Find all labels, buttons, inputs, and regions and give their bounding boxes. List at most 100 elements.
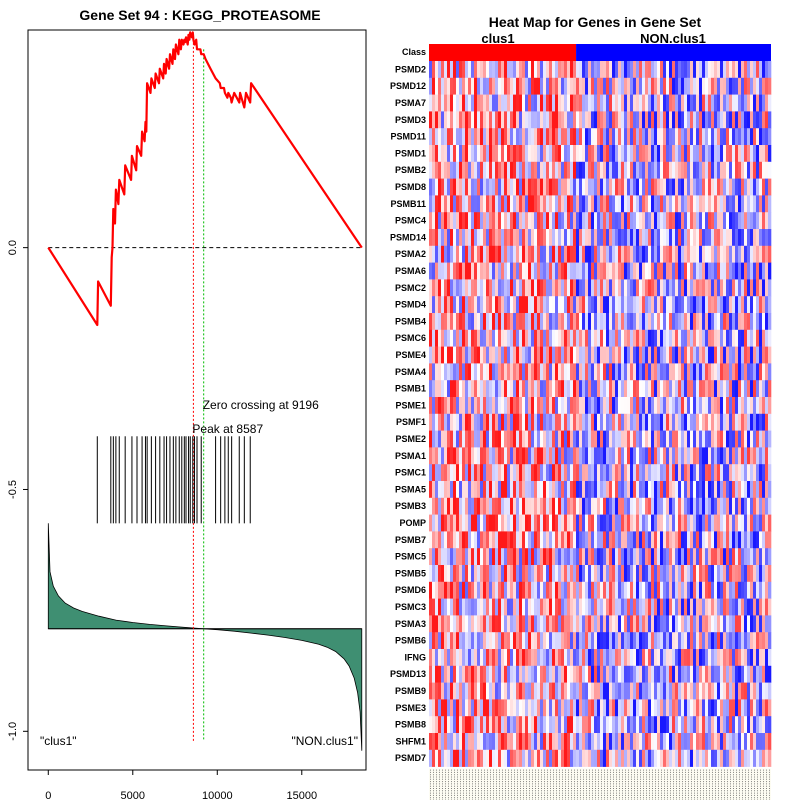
heatmap-cell	[558, 397, 562, 415]
heatmap-cell	[663, 145, 667, 163]
heatmap-cell	[534, 565, 538, 583]
heatmap-cell	[762, 346, 766, 364]
heatmap-cell	[717, 481, 721, 499]
heatmap-cell	[594, 733, 598, 751]
heatmap-cell	[660, 161, 664, 179]
heatmap-cell	[429, 716, 433, 734]
heatmap-cell	[609, 397, 613, 415]
heatmap-cell	[504, 77, 508, 95]
heatmap-cell	[699, 77, 703, 95]
heatmap-cell	[699, 749, 703, 767]
heatmap-cell	[525, 649, 529, 667]
heatmap-cell	[558, 749, 562, 767]
heatmap-cell	[453, 581, 457, 599]
heatmap-cell	[657, 716, 661, 734]
heatmap-cell	[483, 77, 487, 95]
heatmap-cell	[717, 514, 721, 532]
heatmap-cell	[717, 296, 721, 314]
heatmap-cell	[519, 447, 523, 465]
heatmap-cell	[549, 178, 553, 196]
heatmap-cell	[636, 363, 640, 381]
heatmap-cell	[528, 178, 532, 196]
heatmap-cell	[510, 262, 514, 280]
heatmap-cell	[768, 447, 772, 465]
heatmap-cell	[690, 481, 694, 499]
heatmap-cell	[663, 346, 667, 364]
heatmap-cell	[606, 61, 610, 79]
heatmap-cell	[498, 632, 502, 650]
heatmap-row	[429, 346, 772, 364]
heatmap-cell	[765, 430, 769, 448]
heatmap-cell	[609, 94, 613, 112]
heatmap-cell	[516, 178, 520, 196]
heatmap-cell	[705, 77, 709, 95]
heatmap-cell	[762, 733, 766, 751]
heatmap-cell	[561, 733, 565, 751]
heatmap-cell	[579, 649, 583, 667]
heatmap-cell	[570, 481, 574, 499]
heatmap-cell	[684, 111, 688, 129]
heatmap-cell	[555, 615, 559, 633]
heatmap-cell	[666, 262, 670, 280]
heatmap-cell	[483, 195, 487, 213]
heatmap-cell	[672, 61, 676, 79]
heatmap-cell	[561, 749, 565, 767]
heatmap-cell	[540, 128, 544, 146]
heatmap-cell	[510, 329, 514, 347]
heatmap-cell	[594, 598, 598, 616]
heatmap-cell	[444, 77, 448, 95]
heatmap-cell	[627, 749, 631, 767]
heatmap-cell	[492, 581, 496, 599]
heatmap-cell	[453, 481, 457, 499]
heatmap-cell	[726, 245, 730, 263]
heatmap-cell	[633, 313, 637, 331]
heatmap-cell	[759, 397, 763, 415]
heatmap-cell	[717, 128, 721, 146]
heatmap-cell	[627, 716, 631, 734]
heatmap-cell	[537, 279, 541, 297]
heatmap-cell	[531, 195, 535, 213]
heatmap-cell	[609, 682, 613, 700]
heatmap-cell	[450, 61, 454, 79]
heatmap-cell	[765, 161, 769, 179]
heatmap-cell	[531, 329, 535, 347]
heatmap-cell	[438, 279, 442, 297]
heatmap-cell	[747, 195, 751, 213]
heatmap-cell	[645, 212, 649, 230]
heatmap-cell	[612, 632, 616, 650]
heatmap-cell	[702, 279, 706, 297]
heatmap-cell	[591, 346, 595, 364]
heatmap-cell	[582, 749, 586, 767]
heatmap-cell	[444, 111, 448, 129]
heatmap-cell	[429, 464, 433, 482]
heatmap-row	[429, 94, 772, 112]
heatmap-cell	[456, 413, 460, 431]
heatmap-cell	[438, 61, 442, 79]
heatmap-cell	[474, 329, 478, 347]
heatmap-cell	[513, 733, 517, 751]
heatmap-cell	[672, 363, 676, 381]
heatmap-cell	[447, 497, 451, 515]
heatmap-cell	[522, 649, 526, 667]
heatmap-cell	[741, 413, 745, 431]
heatmap-cell	[702, 61, 706, 79]
heatmap-cell	[495, 111, 499, 129]
heatmap-cell	[540, 94, 544, 112]
heatmap-cell	[747, 313, 751, 331]
heatmap-cell	[603, 128, 607, 146]
heatmap-cell	[717, 346, 721, 364]
heatmap-cell	[684, 649, 688, 667]
heatmap-cell	[675, 716, 679, 734]
heatmap-cell	[612, 581, 616, 599]
heatmap-cell	[606, 581, 610, 599]
heatmap-cell	[465, 464, 469, 482]
heatmap-cell	[618, 733, 622, 751]
heatmap-row	[429, 178, 772, 196]
heatmap-cell	[759, 128, 763, 146]
heatmap-cell	[465, 329, 469, 347]
heatmap-cell	[522, 77, 526, 95]
heatmap-cell	[735, 447, 739, 465]
heatmap-cell	[456, 682, 460, 700]
heatmap-cell	[495, 682, 499, 700]
heatmap-cell	[438, 195, 442, 213]
